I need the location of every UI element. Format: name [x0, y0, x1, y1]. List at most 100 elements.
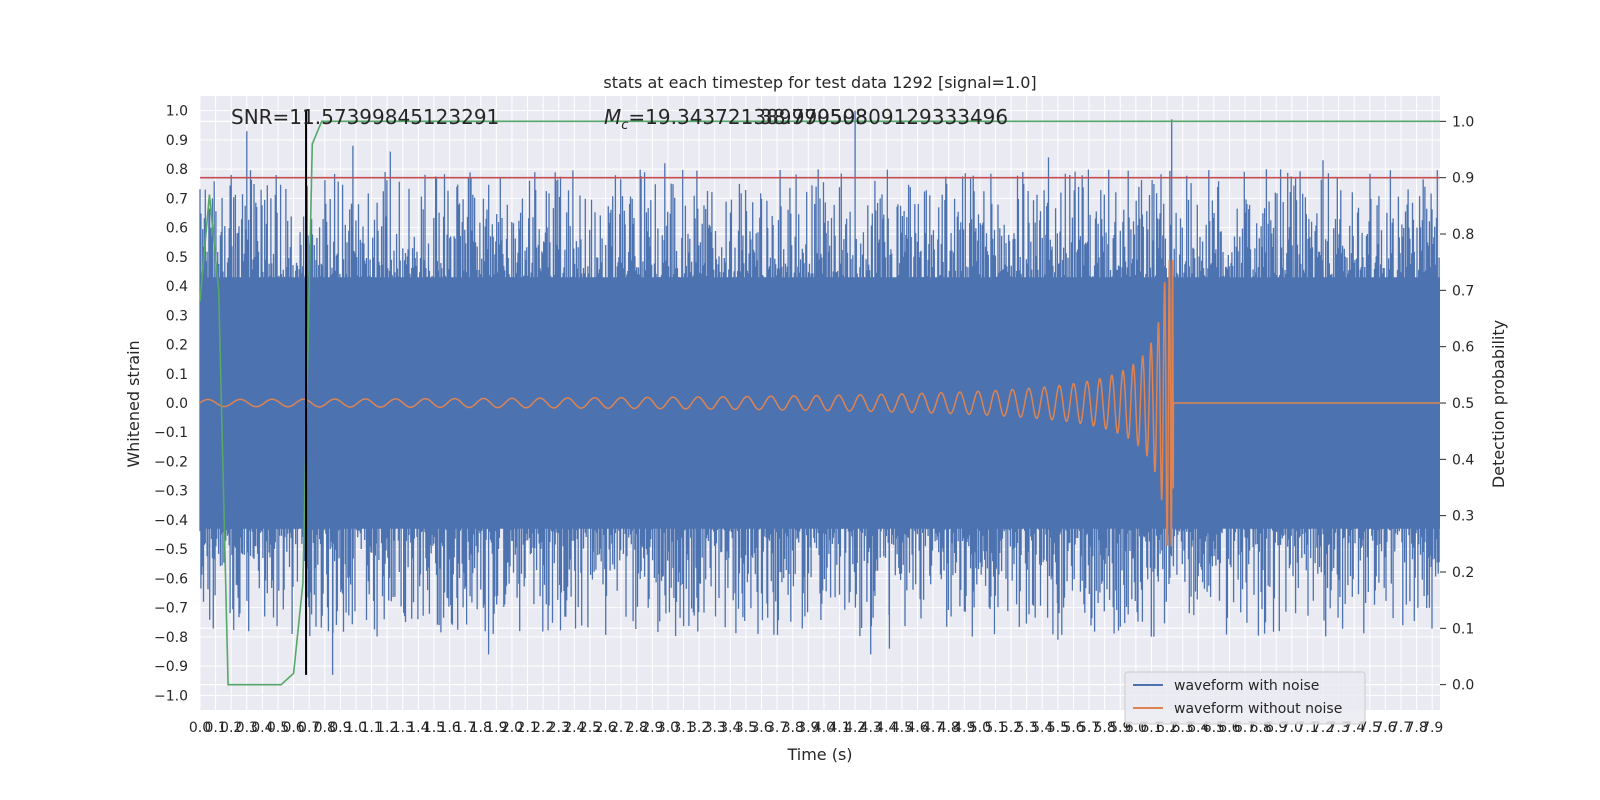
chirp-mass-symbol: M	[604, 105, 621, 129]
y2-tick-label: 0.9	[1452, 171, 1474, 187]
y-tick-label: −0.7	[154, 601, 188, 617]
y2-tick-label: 0.8	[1452, 227, 1474, 243]
x-tick-label: 3.6	[750, 720, 772, 736]
y-tick-label: 0.1	[166, 367, 188, 383]
y2-tick-label: 0.1	[1452, 621, 1474, 637]
y-tick-label: −1.0	[154, 688, 188, 704]
x-tick-label: 0.2	[220, 720, 242, 736]
x-tick-label: 0.8	[314, 720, 336, 736]
x-tick-label: 5.7	[1078, 720, 1100, 736]
y2-tick-label: 0.2	[1452, 565, 1474, 581]
x-tick-label: 2.9	[641, 720, 663, 736]
chirp-mass-subscript: c	[621, 118, 628, 133]
x-tick-label: 4.3	[860, 720, 882, 736]
x-tick-label: 0.3	[236, 720, 258, 736]
x-tick-label: 1.1	[360, 720, 382, 736]
x-tick-label: 2.8	[626, 720, 648, 736]
x-tick-label: 5.1	[984, 720, 1006, 736]
y-tick-label: 0.6	[166, 221, 188, 237]
y2-tick-label: 0.4	[1452, 452, 1474, 468]
x-tick-label: 5.9	[1109, 720, 1131, 736]
x-tick-label: 1.4	[407, 720, 429, 736]
x-tick-label: 2.4	[563, 720, 585, 736]
x-tick-label: 3.4	[719, 720, 741, 736]
x-tick-label: 0.9	[329, 720, 351, 736]
x-tick-label: 1.2	[376, 720, 398, 736]
y-tick-label: −0.5	[154, 542, 188, 558]
y2-tick-label: 1.0	[1452, 114, 1474, 130]
x-tick-label: 2.0	[501, 720, 523, 736]
overlap-annotation: 38.99959309129333496	[760, 105, 1008, 129]
x-tick-label: 1.9	[485, 720, 507, 736]
x-tick-label: 0.0	[189, 720, 211, 736]
y-tick-label: 0.9	[166, 133, 188, 149]
y-axis-title: Whitened strain	[124, 340, 143, 467]
legend-label-noise: waveform with noise	[1174, 678, 1319, 694]
x-tick-label: 4.1	[828, 720, 850, 736]
x-tick-label: 3.8	[782, 720, 804, 736]
y-tick-label: 0.7	[166, 191, 188, 207]
x-tick-label: 4.6	[906, 720, 928, 736]
y-tick-label: −0.9	[154, 659, 188, 675]
y-tick-label: −0.4	[154, 513, 188, 529]
x-tick-label: 7.6	[1374, 720, 1396, 736]
probability-line	[199, 120, 1440, 686]
snr-annotation: SNR=11.57399845123291	[231, 105, 499, 129]
y-tick-label: −0.2	[154, 454, 188, 470]
x-tick-label: 4.2	[844, 720, 866, 736]
y2-axis-title: Detection probability	[1489, 320, 1508, 488]
x-tick-label: 2.2	[532, 720, 554, 736]
x-tick-label: 1.6	[438, 720, 460, 736]
x-tick-label: 3.3	[704, 720, 726, 736]
x-tick-label: 1.7	[454, 720, 476, 736]
chirp-series	[199, 260, 1440, 547]
legend-label-clean: waveform without noise	[1174, 701, 1342, 717]
x-tick-label: 2.1	[516, 720, 538, 736]
chirp-mass-value: =19.343721389770508	[628, 105, 867, 129]
y2-tick-label: 0.7	[1452, 283, 1474, 299]
legend-box	[1124, 671, 1366, 725]
x-tick-label: 5.5	[1047, 720, 1069, 736]
axes: 0.00.10.20.30.40.50.60.70.80.91.01.11.21…	[154, 104, 1474, 736]
x-tick-label: 5.3	[1016, 720, 1038, 736]
x-tick-label: 2.5	[579, 720, 601, 736]
x-tick-label: 1.8	[470, 720, 492, 736]
x-tick-label: 5.6	[1062, 720, 1084, 736]
x-tick-label: 4.4	[875, 720, 897, 736]
x-tick-label: 0.7	[298, 720, 320, 736]
x-tick-label: 0.6	[282, 720, 304, 736]
chart-title: stats at each timestep for test data 129…	[603, 73, 1036, 92]
y-tick-label: 0.5	[166, 250, 188, 266]
y-tick-label: 0.0	[166, 396, 188, 412]
x-tick-label: 5.8	[1094, 720, 1116, 736]
x-tick-label: 7.7	[1390, 720, 1412, 736]
x-tick-label: 3.0	[657, 720, 679, 736]
x-tick-label: 4.8	[938, 720, 960, 736]
x-tick-label: 1.5	[423, 720, 445, 736]
x-tick-label: 2.7	[610, 720, 632, 736]
x-tick-label: 5.4	[1031, 720, 1053, 736]
x-tick-label: 3.2	[688, 720, 710, 736]
x-tick-label: 0.5	[267, 720, 289, 736]
y2-tick-label: 0.5	[1452, 396, 1474, 412]
y2-tick-label: 0.0	[1452, 678, 1474, 694]
x-tick-label: 0.1	[204, 720, 226, 736]
y-tick-label: −0.8	[154, 630, 188, 646]
x-tick-label: 2.6	[594, 720, 616, 736]
x-tick-label: 5.0	[969, 720, 991, 736]
y-tick-label: 0.3	[166, 308, 188, 324]
y-tick-label: 0.8	[166, 162, 188, 178]
y-tick-label: 1.0	[166, 104, 188, 120]
y2-tick-label: 0.6	[1452, 340, 1474, 356]
x-tick-label: 4.0	[813, 720, 835, 736]
y-tick-label: −0.3	[154, 484, 188, 500]
x-tick-label: 5.2	[1000, 720, 1022, 736]
x-tick-label: 7.5	[1359, 720, 1381, 736]
x-axis-title: Time (s)	[786, 745, 852, 764]
x-tick-label: 3.5	[735, 720, 757, 736]
x-tick-label: 4.7	[922, 720, 944, 736]
chirp-waveform-line	[199, 260, 1440, 547]
x-tick-label: 7.8	[1405, 720, 1427, 736]
x-tick-label: 7.9	[1421, 720, 1443, 736]
